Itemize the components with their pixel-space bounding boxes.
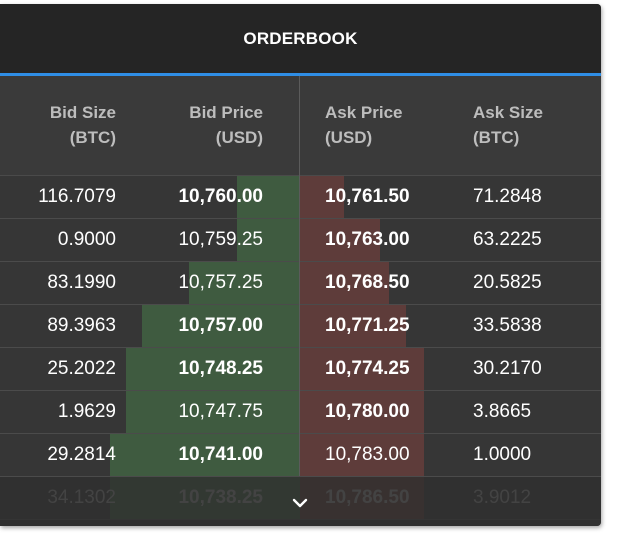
bid-depth-bar [237,176,300,218]
scroll-fade-overlay [0,477,601,526]
ask-depth-bar [300,305,406,347]
center-divider [299,76,300,476]
ask-size-cell: 63.2225 [473,229,542,250]
bid-size-cell: 83.1990 [47,272,116,293]
ask-depth-bar [300,219,380,261]
orderbook-row[interactable]: 0.9000 10,759.25 10,763.00 63.2225 [0,219,601,262]
bid-price-cell: 10,741.00 [178,444,263,465]
ask-size-cell: 33.5838 [473,315,542,336]
ask-price-cell: 10,780.00 [325,401,410,422]
bid-price-cell: 10,759.25 [178,229,263,250]
orderbook-header: ORDERBOOK [0,4,601,76]
ask-depth-bar [300,176,344,218]
column-header-unit: (USD) [215,128,263,147]
bid-depth-bar [126,391,300,433]
orderbook-rows: 116.7079 10,760.00 10,761.50 71.2848 0.9000 1… [0,176,601,520]
orderbook-row[interactable]: 89.3963 10,757.00 10,771.25 33.5838 [0,305,601,348]
column-header-unit: (BTC) [69,128,116,147]
column-header-ask-price[interactable]: Ask Price (USD) [325,100,403,150]
bid-size-cell: 116.7079 [38,186,116,207]
column-header-bid-size[interactable]: Bid Size (BTC) [50,100,116,150]
bid-depth-bar [237,219,300,261]
orderbook-row[interactable]: 83.1990 10,757.25 10,768.50 20.5825 [0,262,601,305]
column-header-label: Ask Size [473,103,543,122]
ask-size-cell: 71.2848 [473,186,542,207]
orderbook-panel: ORDERBOOK Bid Size (BTC) Bid Price (USD)… [0,4,601,526]
ask-depth-bar [300,348,424,390]
bid-size-cell: 29.2814 [47,444,116,465]
orderbook-row[interactable]: 116.7079 10,760.00 10,761.50 71.2848 [0,176,601,219]
bid-size-cell: 25.2022 [47,358,116,379]
column-header-label: Bid Price [189,103,263,122]
orderbook-row[interactable]: 29.2814 10,741.00 10,783.00 1.0000 [0,434,601,477]
column-header-bid-price[interactable]: Bid Price (USD) [189,100,263,150]
bid-price-cell: 10,757.25 [178,272,263,293]
bid-price-cell: 10,757.00 [178,315,263,336]
ask-depth-bar [300,434,424,476]
bid-price-cell: 10,748.25 [178,358,263,379]
bid-depth-bar [142,305,300,347]
bid-size-cell: 1.9629 [57,401,116,422]
column-header-ask-size[interactable]: Ask Size (BTC) [473,100,543,150]
ask-price-cell: 10,771.25 [325,315,410,336]
ask-price-cell: 10,763.00 [325,229,410,250]
orderbook-row[interactable]: 25.2022 10,748.25 10,774.25 30.2170 [0,348,601,391]
bid-size-cell: 89.3963 [47,315,116,336]
ask-price-cell: 10,761.50 [325,186,410,207]
column-headers: Bid Size (BTC) Bid Price (USD) Ask Price… [0,76,601,176]
ask-price-cell: 10,774.25 [325,358,410,379]
column-header-label: Bid Size [49,103,116,122]
column-header-label: Ask Price [325,103,403,122]
bid-size-cell: 0.9000 [57,229,116,250]
column-header-unit: (USD) [325,128,373,147]
ask-depth-bar [300,391,424,433]
chevron-down-icon[interactable] [292,497,308,509]
ask-size-cell: 3.8665 [473,401,532,422]
column-header-unit: (BTC) [473,128,520,147]
ask-size-cell: 1.0000 [473,444,532,465]
ask-size-cell: 20.5825 [473,272,542,293]
page-title: ORDERBOOK [243,28,358,48]
bid-price-cell: 10,747.75 [178,401,263,422]
ask-depth-bar [300,262,389,304]
bid-depth-bar [110,434,300,476]
bid-price-cell: 10,760.00 [178,186,263,207]
ask-size-cell: 30.2170 [473,358,542,379]
ask-price-cell: 10,768.50 [325,272,410,293]
ask-price-cell: 10,783.00 [325,444,410,465]
bid-depth-bar [189,262,300,304]
orderbook-row[interactable]: 1.9629 10,747.75 10,780.00 3.8665 [0,391,601,434]
bid-depth-bar [126,348,300,390]
